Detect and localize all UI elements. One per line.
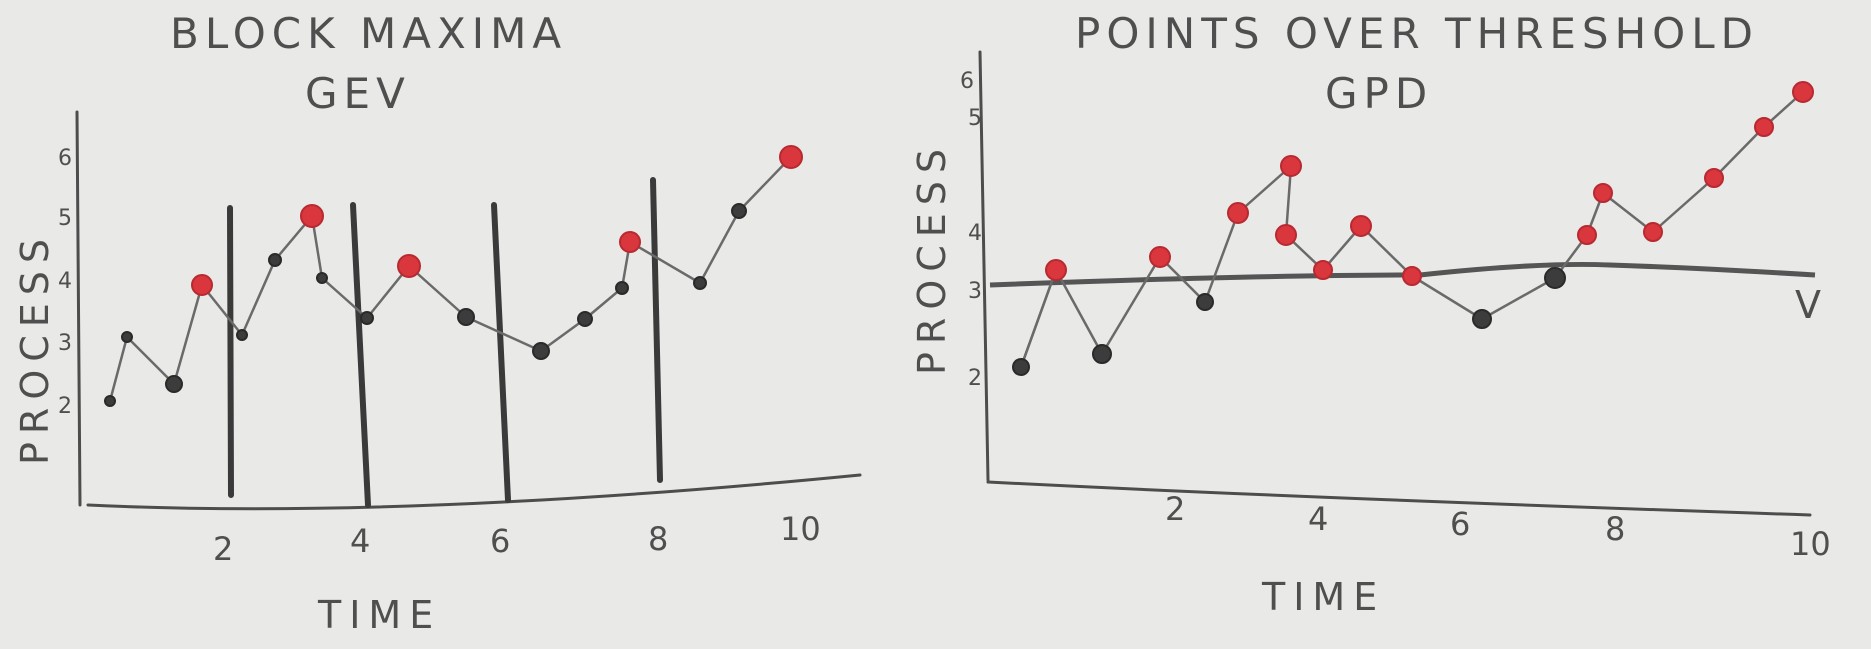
- block-separator-3: [491, 202, 511, 503]
- right-exceedance-point: [1227, 202, 1249, 224]
- right-process-line-aux: [1019, 269, 1058, 368]
- left-point: [693, 276, 707, 290]
- block-separator-1: [227, 205, 234, 498]
- left-point: [165, 375, 183, 393]
- left-point: [577, 311, 593, 327]
- left-point: [532, 342, 550, 360]
- left-ytick-4: 4: [58, 269, 72, 294]
- left-block-max-point: [779, 145, 803, 169]
- right-ytick-5: 5: [968, 106, 982, 131]
- right-y-axis: [978, 50, 990, 482]
- right-ytick-6: 6: [960, 69, 974, 94]
- left-xtick-6: 6: [490, 522, 510, 560]
- left-x-axis: [86, 473, 862, 511]
- left-block-max-point: [619, 231, 641, 253]
- right-exceedance-point: [1754, 117, 1774, 137]
- left-ytick-2: 2: [58, 394, 72, 419]
- left-point: [316, 272, 328, 284]
- right-exceedance-point: [1313, 260, 1333, 280]
- right-exceedance-point: [1704, 168, 1724, 188]
- left-y-axis: [75, 110, 82, 507]
- threshold-label: V: [1795, 283, 1829, 327]
- block-separator-2: [350, 202, 371, 508]
- left-point: [121, 331, 133, 343]
- right-point: [1196, 293, 1214, 311]
- right-xtick-6: 6: [1450, 505, 1470, 543]
- right-xtick-4: 4: [1308, 500, 1328, 538]
- left-xtick-4: 4: [350, 522, 370, 560]
- right-exceedance-point: [1149, 246, 1171, 268]
- left-block-max-point: [397, 254, 421, 278]
- left-y-label: PROCESS: [13, 231, 57, 465]
- right-point: [1092, 344, 1112, 364]
- right-exceedance-point: [1792, 81, 1814, 103]
- right-ytick-4: 4: [968, 221, 982, 246]
- left-title-line1: BLOCK MAXIMA: [170, 9, 567, 58]
- right-exceedance-point: [1350, 215, 1372, 237]
- left-x-label: TIME: [317, 593, 441, 637]
- pot-panel: POINTS OVER THRESHOLD GPD PROCESS 2 3 4 …: [910, 9, 1831, 619]
- left-point: [731, 203, 747, 219]
- right-y-label: PROCESS: [910, 141, 954, 375]
- left-block-max-point: [191, 274, 213, 296]
- block-separator-4: [650, 177, 663, 483]
- right-xtick-8: 8: [1605, 510, 1625, 548]
- right-point: [1472, 309, 1492, 329]
- right-ytick-3: 3: [968, 279, 982, 304]
- right-exceedance-point: [1402, 266, 1422, 286]
- left-xtick-2: 2: [213, 530, 233, 568]
- left-block-max-point: [300, 204, 324, 228]
- right-exceedance-point: [1275, 224, 1297, 246]
- right-title-line1: POINTS OVER THRESHOLD: [1075, 9, 1759, 58]
- left-xtick-10: 10: [780, 510, 821, 548]
- right-exceedance-point: [1593, 183, 1613, 203]
- right-exceedance-point: [1045, 259, 1067, 281]
- block-maxima-panel: BLOCK MAXIMA GEV PROCESS 2 3 4 5 6: [13, 9, 862, 637]
- right-exceedance-point: [1280, 155, 1302, 177]
- right-exceedance-point: [1643, 222, 1663, 242]
- left-point: [360, 311, 374, 325]
- right-xtick-10: 10: [1790, 525, 1831, 563]
- left-title-line2: GEV: [305, 69, 411, 118]
- left-point: [615, 281, 629, 295]
- left-point: [236, 329, 248, 341]
- right-process-line: [1019, 91, 1804, 368]
- right-point: [1012, 358, 1030, 376]
- left-process-line: [108, 156, 792, 402]
- left-point: [457, 308, 475, 326]
- right-xtick-2: 2: [1165, 490, 1185, 528]
- left-point: [104, 395, 116, 407]
- left-ytick-6: 6: [58, 146, 72, 171]
- left-ytick-3: 3: [58, 331, 72, 356]
- left-xtick-8: 8: [648, 520, 668, 558]
- right-exceedance-point: [1577, 225, 1597, 245]
- right-point: [1544, 267, 1566, 289]
- right-x-axis: [986, 480, 1812, 517]
- right-ytick-2: 2: [968, 366, 982, 391]
- left-point: [268, 253, 282, 267]
- right-x-label: TIME: [1261, 575, 1385, 619]
- right-title-line2: GPD: [1325, 69, 1433, 118]
- left-ytick-5: 5: [58, 206, 72, 231]
